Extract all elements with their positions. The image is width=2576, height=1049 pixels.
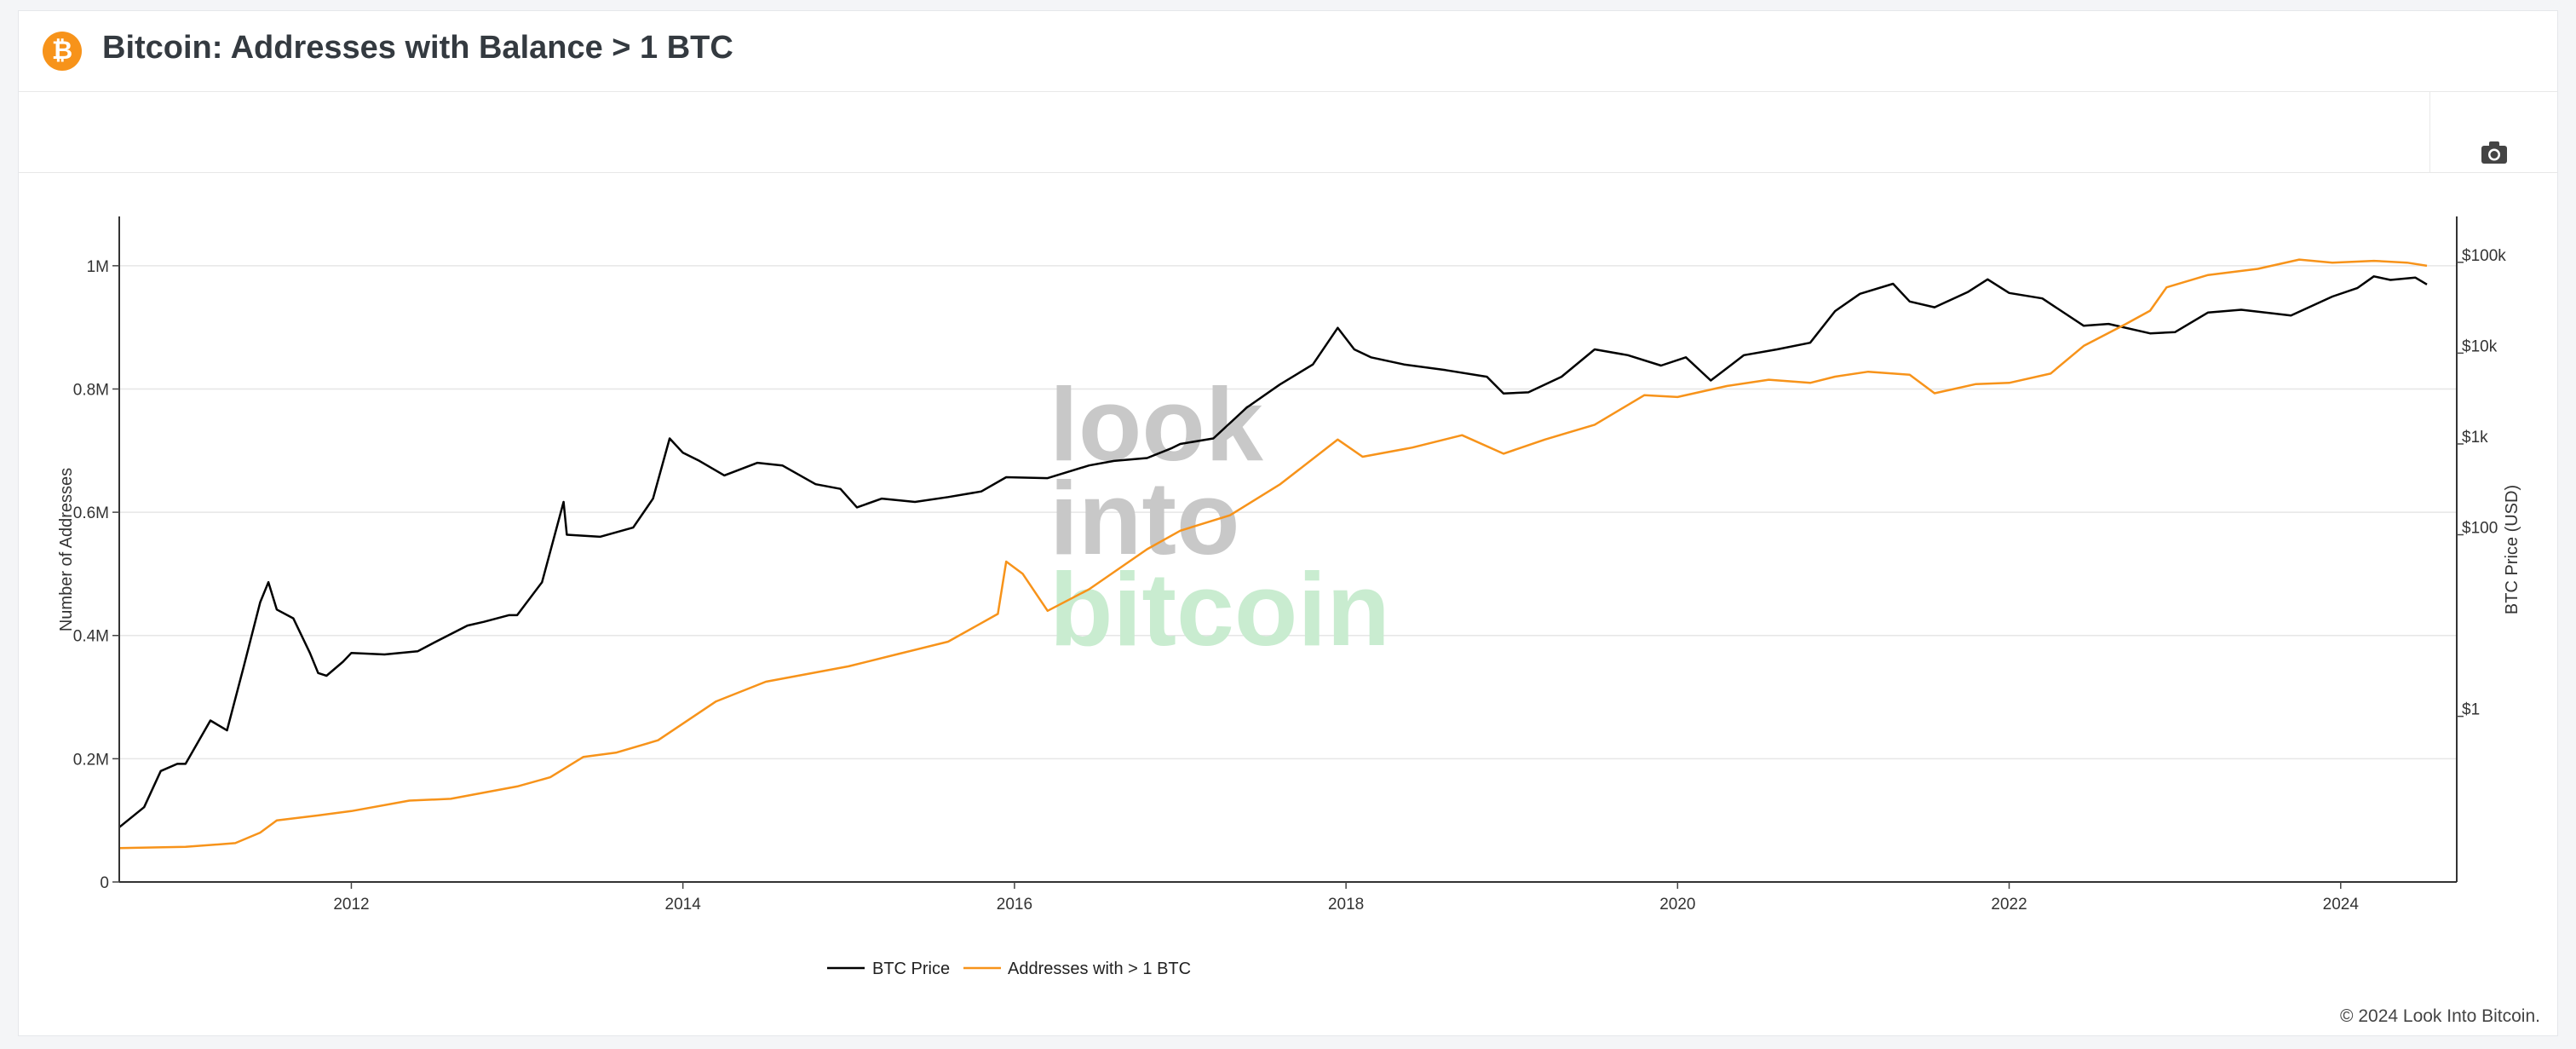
btc-price-line: [118, 275, 2428, 828]
left-tick-label: 0: [100, 874, 109, 892]
chart-header: ₿ Bitcoin: Addresses with Balance > 1 BT…: [19, 11, 2557, 92]
watermark-into: into: [1049, 460, 1240, 576]
watermark-bitcoin: bitcoin: [1049, 551, 1390, 667]
x-tick-label: 2014: [665, 896, 702, 914]
left-tick-label: 1M: [87, 258, 109, 276]
legend: BTC Price Addresses with > 1 BTC: [827, 960, 1191, 978]
right-axis-title: BTC Price (USD): [2503, 485, 2521, 614]
chart-toolbar: [19, 92, 2557, 173]
x-tick-label: 2012: [333, 896, 369, 914]
toolbar-divider: [2429, 92, 2430, 172]
footer-credit: © 2024 Look Into Bitcoin.: [2340, 1006, 2540, 1026]
left-tick-label: 0.8M: [73, 381, 109, 399]
right-tick-label: $100k: [2462, 247, 2506, 265]
x-tick-label: 2016: [997, 896, 1032, 914]
x-tick-label: 2020: [1659, 896, 1695, 914]
left-tick-label: 0.2M: [73, 751, 109, 769]
left-axis-title: Number of Addresses: [57, 468, 76, 631]
right-tick-label: $10k: [2462, 337, 2498, 355]
x-tick-label: 2018: [1328, 896, 1364, 914]
legend-price-label[interactable]: BTC Price: [872, 960, 950, 978]
gridlines: [119, 265, 2457, 760]
left-tick-label: 0.6M: [73, 504, 109, 522]
right-tick-label: $1: [2462, 701, 2480, 719]
right-tick-label: $100: [2462, 520, 2498, 538]
left-tick-label: 0.4M: [73, 628, 109, 646]
bitcoin-logo-icon: ₿: [43, 32, 82, 71]
x-tick-label: 2022: [1991, 896, 2027, 914]
page-title: Bitcoin: Addresses with Balance > 1 BTC: [102, 30, 733, 66]
legend-addresses-label[interactable]: Addresses with > 1 BTC: [1008, 960, 1191, 978]
addresses-line: [118, 258, 2428, 850]
camera-icon[interactable]: [2480, 140, 2509, 165]
chart-card: ₿ Bitcoin: Addresses with Balance > 1 BT…: [18, 10, 2558, 1036]
right-tick-label: $1k: [2462, 429, 2488, 447]
x-tick-label: 2024: [2323, 896, 2360, 914]
watermark: look into bitcoin: [1049, 366, 1390, 667]
